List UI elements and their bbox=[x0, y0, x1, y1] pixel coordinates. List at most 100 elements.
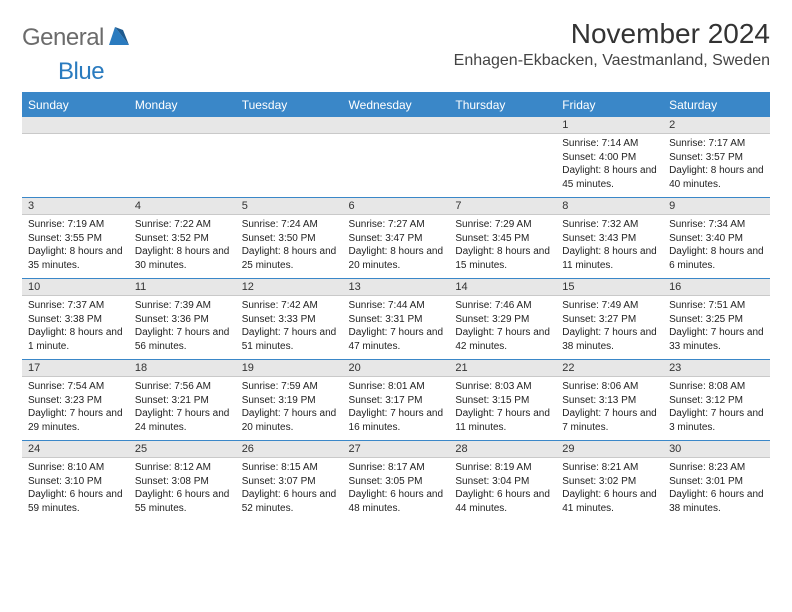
calendar-week-row: 24Sunrise: 8:10 AMSunset: 3:10 PMDayligh… bbox=[22, 440, 770, 521]
day-details bbox=[22, 134, 129, 192]
day-number: 5 bbox=[236, 197, 343, 215]
calendar-day-cell: 10Sunrise: 7:37 AMSunset: 3:38 PMDayligh… bbox=[22, 278, 129, 359]
day-number: 24 bbox=[22, 440, 129, 458]
day-number: 4 bbox=[129, 197, 236, 215]
day-details bbox=[449, 134, 556, 192]
day-details: Sunrise: 7:46 AMSunset: 3:29 PMDaylight:… bbox=[449, 296, 556, 359]
calendar-day-cell: 8Sunrise: 7:32 AMSunset: 3:43 PMDaylight… bbox=[556, 197, 663, 278]
day-number: 1 bbox=[556, 116, 663, 134]
day-details: Sunrise: 8:01 AMSunset: 3:17 PMDaylight:… bbox=[343, 377, 450, 440]
day-details: Sunrise: 7:44 AMSunset: 3:31 PMDaylight:… bbox=[343, 296, 450, 359]
calendar-day-cell: 11Sunrise: 7:39 AMSunset: 3:36 PMDayligh… bbox=[129, 278, 236, 359]
day-number: 2 bbox=[663, 116, 770, 134]
day-details: Sunrise: 7:24 AMSunset: 3:50 PMDaylight:… bbox=[236, 215, 343, 278]
day-number: 16 bbox=[663, 278, 770, 296]
calendar-day-cell: 13Sunrise: 7:44 AMSunset: 3:31 PMDayligh… bbox=[343, 278, 450, 359]
day-number: 27 bbox=[343, 440, 450, 458]
day-details: Sunrise: 7:27 AMSunset: 3:47 PMDaylight:… bbox=[343, 215, 450, 278]
calendar-day-cell: 30Sunrise: 8:23 AMSunset: 3:01 PMDayligh… bbox=[663, 440, 770, 521]
calendar-day-cell: 20Sunrise: 8:01 AMSunset: 3:17 PMDayligh… bbox=[343, 359, 450, 440]
calendar-day-cell: 18Sunrise: 7:56 AMSunset: 3:21 PMDayligh… bbox=[129, 359, 236, 440]
day-details: Sunrise: 8:08 AMSunset: 3:12 PMDaylight:… bbox=[663, 377, 770, 440]
logo: General bbox=[22, 18, 131, 52]
day-number: 9 bbox=[663, 197, 770, 215]
calendar-day-cell: 19Sunrise: 7:59 AMSunset: 3:19 PMDayligh… bbox=[236, 359, 343, 440]
day-number: 18 bbox=[129, 359, 236, 377]
month-title: November 2024 bbox=[454, 18, 770, 50]
calendar-day-cell bbox=[449, 116, 556, 197]
logo-triangle-icon bbox=[109, 27, 129, 50]
day-details: Sunrise: 7:51 AMSunset: 3:25 PMDaylight:… bbox=[663, 296, 770, 359]
calendar-day-cell: 28Sunrise: 8:19 AMSunset: 3:04 PMDayligh… bbox=[449, 440, 556, 521]
weekday-header: Monday bbox=[129, 94, 236, 116]
day-details: Sunrise: 8:10 AMSunset: 3:10 PMDaylight:… bbox=[22, 458, 129, 521]
calendar-day-cell: 29Sunrise: 8:21 AMSunset: 3:02 PMDayligh… bbox=[556, 440, 663, 521]
calendar-table: Sunday Monday Tuesday Wednesday Thursday… bbox=[22, 94, 770, 521]
day-number: 23 bbox=[663, 359, 770, 377]
calendar-week-row: 17Sunrise: 7:54 AMSunset: 3:23 PMDayligh… bbox=[22, 359, 770, 440]
day-number: 17 bbox=[22, 359, 129, 377]
calendar-day-cell: 4Sunrise: 7:22 AMSunset: 3:52 PMDaylight… bbox=[129, 197, 236, 278]
day-number: 10 bbox=[22, 278, 129, 296]
day-number: 19 bbox=[236, 359, 343, 377]
calendar-day-cell: 25Sunrise: 8:12 AMSunset: 3:08 PMDayligh… bbox=[129, 440, 236, 521]
calendar-day-cell: 15Sunrise: 7:49 AMSunset: 3:27 PMDayligh… bbox=[556, 278, 663, 359]
day-number: 20 bbox=[343, 359, 450, 377]
weekday-header: Wednesday bbox=[343, 94, 450, 116]
day-number: 3 bbox=[22, 197, 129, 215]
day-details: Sunrise: 7:32 AMSunset: 3:43 PMDaylight:… bbox=[556, 215, 663, 278]
day-details: Sunrise: 7:34 AMSunset: 3:40 PMDaylight:… bbox=[663, 215, 770, 278]
calendar-day-cell: 17Sunrise: 7:54 AMSunset: 3:23 PMDayligh… bbox=[22, 359, 129, 440]
day-details: Sunrise: 7:29 AMSunset: 3:45 PMDaylight:… bbox=[449, 215, 556, 278]
weekday-header: Sunday bbox=[22, 94, 129, 116]
day-details: Sunrise: 7:22 AMSunset: 3:52 PMDaylight:… bbox=[129, 215, 236, 278]
day-details: Sunrise: 7:37 AMSunset: 3:38 PMDaylight:… bbox=[22, 296, 129, 359]
calendar-week-row: 1Sunrise: 7:14 AMSunset: 4:00 PMDaylight… bbox=[22, 116, 770, 197]
day-number: 25 bbox=[129, 440, 236, 458]
day-details: Sunrise: 8:17 AMSunset: 3:05 PMDaylight:… bbox=[343, 458, 450, 521]
day-number: 8 bbox=[556, 197, 663, 215]
calendar-day-cell: 14Sunrise: 7:46 AMSunset: 3:29 PMDayligh… bbox=[449, 278, 556, 359]
location-subtitle: Enhagen-Ekbacken, Vaestmanland, Sweden bbox=[454, 52, 770, 70]
day-number: 11 bbox=[129, 278, 236, 296]
day-number bbox=[22, 116, 129, 134]
calendar-day-cell: 21Sunrise: 8:03 AMSunset: 3:15 PMDayligh… bbox=[449, 359, 556, 440]
day-details: Sunrise: 7:42 AMSunset: 3:33 PMDaylight:… bbox=[236, 296, 343, 359]
day-details: Sunrise: 7:17 AMSunset: 3:57 PMDaylight:… bbox=[663, 134, 770, 197]
day-details: Sunrise: 7:56 AMSunset: 3:21 PMDaylight:… bbox=[129, 377, 236, 440]
day-details bbox=[343, 134, 450, 192]
calendar-day-cell: 22Sunrise: 8:06 AMSunset: 3:13 PMDayligh… bbox=[556, 359, 663, 440]
day-number: 14 bbox=[449, 278, 556, 296]
day-details bbox=[236, 134, 343, 192]
calendar-day-cell bbox=[129, 116, 236, 197]
day-number: 26 bbox=[236, 440, 343, 458]
day-number: 13 bbox=[343, 278, 450, 296]
day-number: 15 bbox=[556, 278, 663, 296]
calendar-day-cell: 26Sunrise: 8:15 AMSunset: 3:07 PMDayligh… bbox=[236, 440, 343, 521]
calendar-day-cell bbox=[236, 116, 343, 197]
weekday-header: Friday bbox=[556, 94, 663, 116]
weekday-header: Tuesday bbox=[236, 94, 343, 116]
calendar-day-cell: 23Sunrise: 8:08 AMSunset: 3:12 PMDayligh… bbox=[663, 359, 770, 440]
calendar-day-cell: 9Sunrise: 7:34 AMSunset: 3:40 PMDaylight… bbox=[663, 197, 770, 278]
day-number: 22 bbox=[556, 359, 663, 377]
title-block: November 2024 Enhagen-Ekbacken, Vaestman… bbox=[454, 18, 770, 70]
day-number: 29 bbox=[556, 440, 663, 458]
day-details: Sunrise: 8:23 AMSunset: 3:01 PMDaylight:… bbox=[663, 458, 770, 521]
day-details: Sunrise: 7:39 AMSunset: 3:36 PMDaylight:… bbox=[129, 296, 236, 359]
day-details: Sunrise: 8:06 AMSunset: 3:13 PMDaylight:… bbox=[556, 377, 663, 440]
calendar-day-cell bbox=[343, 116, 450, 197]
day-number: 12 bbox=[236, 278, 343, 296]
day-number: 30 bbox=[663, 440, 770, 458]
calendar-day-cell: 5Sunrise: 7:24 AMSunset: 3:50 PMDaylight… bbox=[236, 197, 343, 278]
logo-text-blue: Blue bbox=[58, 58, 104, 86]
calendar-day-cell: 1Sunrise: 7:14 AMSunset: 4:00 PMDaylight… bbox=[556, 116, 663, 197]
calendar-day-cell: 12Sunrise: 7:42 AMSunset: 3:33 PMDayligh… bbox=[236, 278, 343, 359]
calendar-week-row: 10Sunrise: 7:37 AMSunset: 3:38 PMDayligh… bbox=[22, 278, 770, 359]
day-details: Sunrise: 8:19 AMSunset: 3:04 PMDaylight:… bbox=[449, 458, 556, 521]
day-number: 6 bbox=[343, 197, 450, 215]
calendar-day-cell: 27Sunrise: 8:17 AMSunset: 3:05 PMDayligh… bbox=[343, 440, 450, 521]
day-details: Sunrise: 8:21 AMSunset: 3:02 PMDaylight:… bbox=[556, 458, 663, 521]
calendar-day-cell: 6Sunrise: 7:27 AMSunset: 3:47 PMDaylight… bbox=[343, 197, 450, 278]
day-number bbox=[343, 116, 450, 134]
